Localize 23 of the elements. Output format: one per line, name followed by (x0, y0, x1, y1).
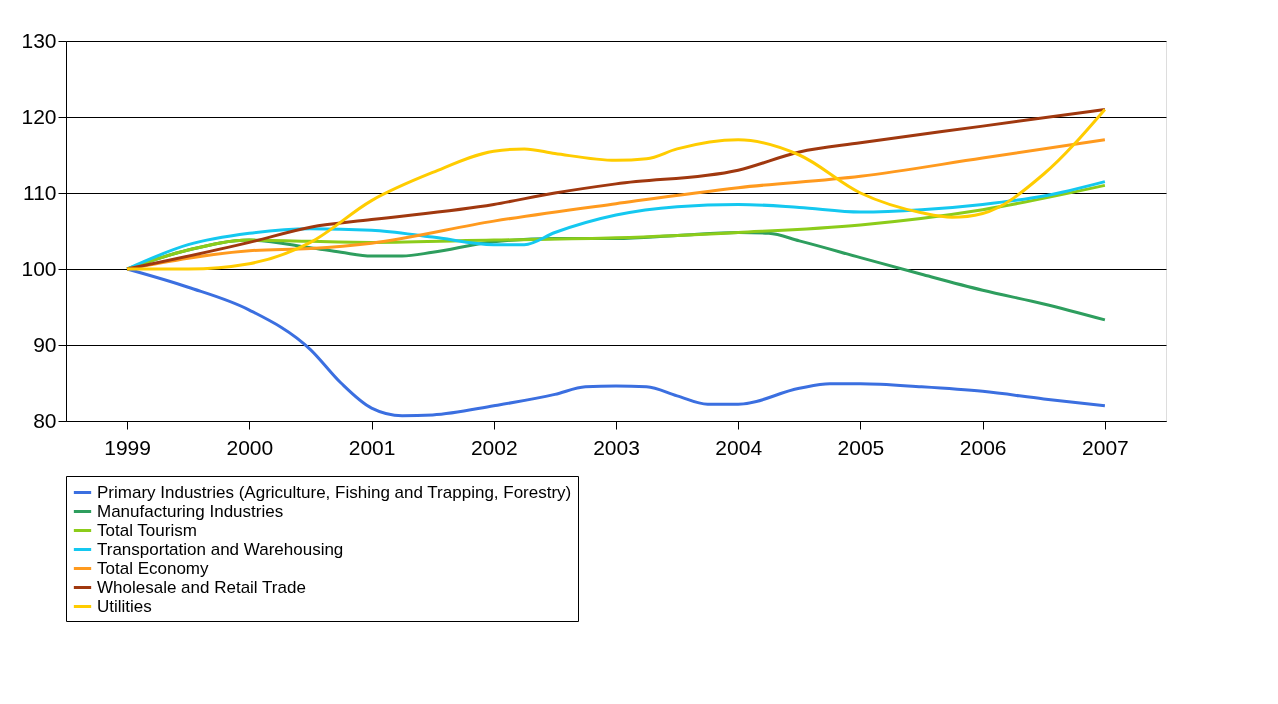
x-tick-label: 2007 (1082, 435, 1129, 459)
x-tick-label: 2002 (470, 435, 518, 459)
legend-label: Total Economy (97, 558, 209, 578)
x-tick-label: 1999 (104, 435, 151, 459)
legend-label: Transportation and Warehousing (97, 539, 344, 559)
x-tick-label: 2005 (837, 435, 885, 459)
line-series (125, 107, 1107, 271)
legend-label: Wholesale and Retail Trade (97, 577, 306, 597)
x-tick-label: 2000 (226, 435, 274, 459)
y-tick-label: 100 (21, 256, 57, 280)
y-tick-label: 110 (23, 180, 57, 204)
x-tick-label: 2004 (715, 435, 763, 459)
legend-label: Primary Industries (Agriculture, Fishing and Trapping, Forestry) (97, 482, 572, 502)
y-tick-label: 120 (21, 104, 57, 128)
y-tick-label: 90 (33, 332, 57, 356)
y-tick-label: 130 (21, 28, 57, 52)
x-tick-label: 2006 (959, 435, 1007, 459)
x-tick-label: 2001 (348, 435, 396, 459)
y-tick-label: 80 (33, 408, 57, 432)
x-tick-label: 2003 (593, 435, 640, 459)
legend-label: Utilities (97, 596, 152, 616)
legend-label: Manufacturing Industries (97, 501, 284, 521)
legend-label: Total Tourism (97, 520, 197, 540)
